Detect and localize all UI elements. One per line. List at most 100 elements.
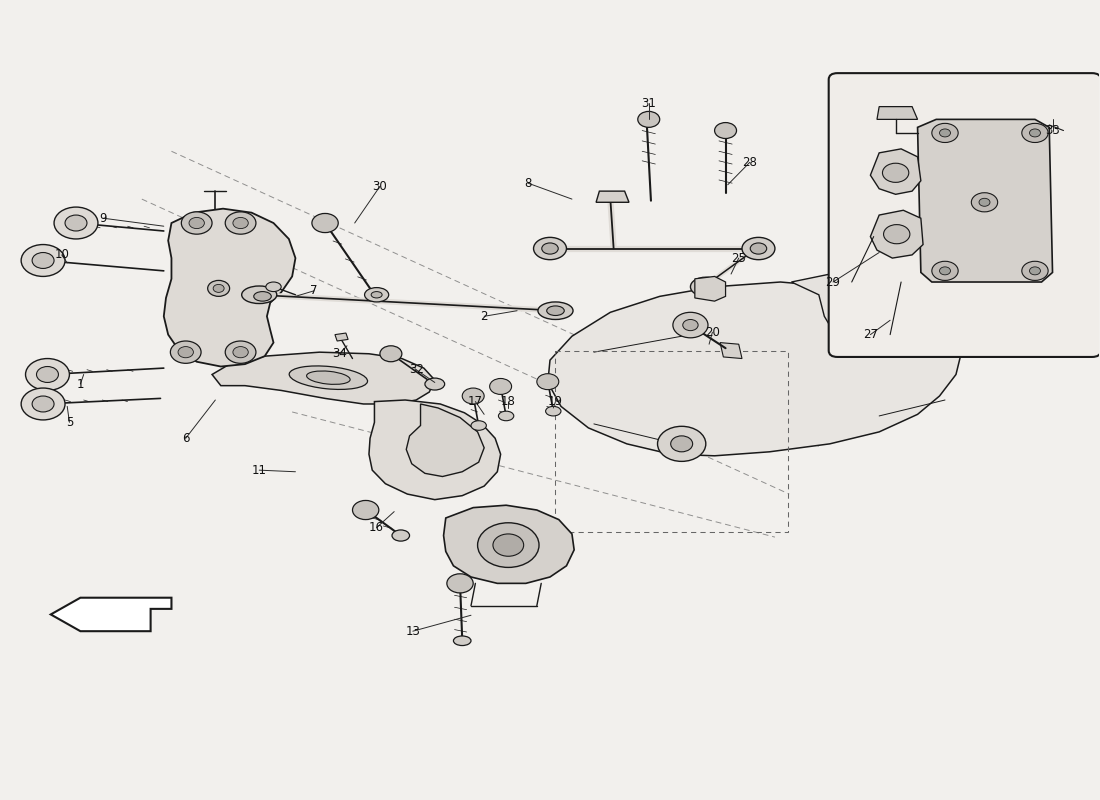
Polygon shape [791, 263, 1060, 356]
Ellipse shape [392, 530, 409, 541]
Circle shape [182, 212, 212, 234]
Circle shape [379, 346, 401, 362]
Ellipse shape [750, 243, 767, 254]
Ellipse shape [242, 286, 277, 303]
Circle shape [493, 534, 524, 556]
Polygon shape [596, 191, 629, 202]
Text: 17: 17 [468, 395, 483, 408]
Ellipse shape [534, 238, 566, 260]
Polygon shape [548, 282, 961, 456]
Circle shape [899, 290, 947, 326]
Circle shape [208, 281, 230, 296]
Circle shape [54, 207, 98, 239]
Ellipse shape [371, 291, 382, 298]
Circle shape [65, 215, 87, 231]
Polygon shape [368, 400, 500, 500]
Circle shape [213, 285, 224, 292]
Ellipse shape [698, 282, 713, 291]
Text: 18: 18 [500, 395, 516, 408]
Ellipse shape [542, 243, 558, 254]
Polygon shape [870, 149, 921, 194]
Circle shape [882, 163, 909, 182]
Ellipse shape [471, 421, 486, 430]
Polygon shape [917, 119, 1053, 282]
Polygon shape [164, 209, 296, 366]
Text: 10: 10 [54, 249, 69, 262]
Text: 30: 30 [373, 180, 387, 193]
Circle shape [178, 346, 194, 358]
Polygon shape [334, 333, 348, 341]
Circle shape [36, 366, 58, 382]
Ellipse shape [266, 282, 282, 291]
Circle shape [658, 426, 706, 462]
Text: 32: 32 [409, 363, 424, 376]
Circle shape [932, 262, 958, 281]
Circle shape [21, 388, 65, 420]
Circle shape [352, 501, 378, 519]
Polygon shape [877, 106, 917, 119]
Circle shape [233, 346, 249, 358]
Circle shape [1022, 262, 1048, 281]
Circle shape [932, 123, 958, 142]
Ellipse shape [742, 238, 774, 260]
Circle shape [939, 129, 950, 137]
Circle shape [189, 218, 205, 229]
Ellipse shape [498, 411, 514, 421]
Circle shape [671, 436, 693, 452]
Text: 1: 1 [77, 378, 84, 390]
Ellipse shape [691, 278, 722, 296]
Ellipse shape [364, 287, 388, 302]
Text: 31: 31 [641, 97, 657, 110]
Text: 16: 16 [370, 521, 384, 534]
Text: 11: 11 [252, 464, 266, 477]
Circle shape [21, 245, 65, 277]
Text: 8: 8 [525, 177, 531, 190]
FancyBboxPatch shape [828, 73, 1100, 357]
Circle shape [462, 388, 484, 404]
Circle shape [638, 111, 660, 127]
Text: 28: 28 [742, 156, 757, 169]
Circle shape [477, 522, 539, 567]
Text: 27: 27 [862, 328, 878, 341]
Text: 9: 9 [100, 212, 107, 225]
Circle shape [490, 378, 512, 394]
Polygon shape [406, 404, 484, 477]
Polygon shape [212, 352, 434, 404]
Circle shape [226, 212, 256, 234]
Circle shape [32, 396, 54, 412]
Text: 33: 33 [1045, 124, 1060, 137]
Circle shape [170, 341, 201, 363]
Text: 20: 20 [705, 326, 719, 338]
Circle shape [226, 341, 256, 363]
Text: 34: 34 [332, 347, 346, 360]
Circle shape [25, 358, 69, 390]
Ellipse shape [546, 406, 561, 416]
Circle shape [939, 267, 950, 275]
Ellipse shape [425, 378, 444, 390]
Circle shape [971, 193, 998, 212]
Text: 2: 2 [481, 310, 488, 322]
Ellipse shape [307, 371, 350, 384]
Ellipse shape [538, 302, 573, 319]
Polygon shape [443, 506, 574, 583]
Ellipse shape [289, 366, 367, 390]
Ellipse shape [453, 636, 471, 646]
Circle shape [1030, 267, 1041, 275]
Circle shape [912, 300, 934, 316]
Circle shape [673, 312, 708, 338]
Text: 25: 25 [732, 251, 746, 265]
Ellipse shape [254, 291, 272, 301]
Circle shape [447, 574, 473, 593]
Circle shape [312, 214, 338, 233]
Circle shape [683, 319, 698, 330]
Circle shape [1030, 129, 1041, 137]
Circle shape [537, 374, 559, 390]
Polygon shape [695, 277, 726, 301]
Text: 5: 5 [66, 416, 73, 429]
Circle shape [32, 253, 54, 269]
Text: 7: 7 [310, 284, 318, 298]
Circle shape [979, 198, 990, 206]
Text: 6: 6 [182, 432, 189, 445]
Circle shape [883, 225, 910, 244]
Polygon shape [870, 210, 923, 258]
